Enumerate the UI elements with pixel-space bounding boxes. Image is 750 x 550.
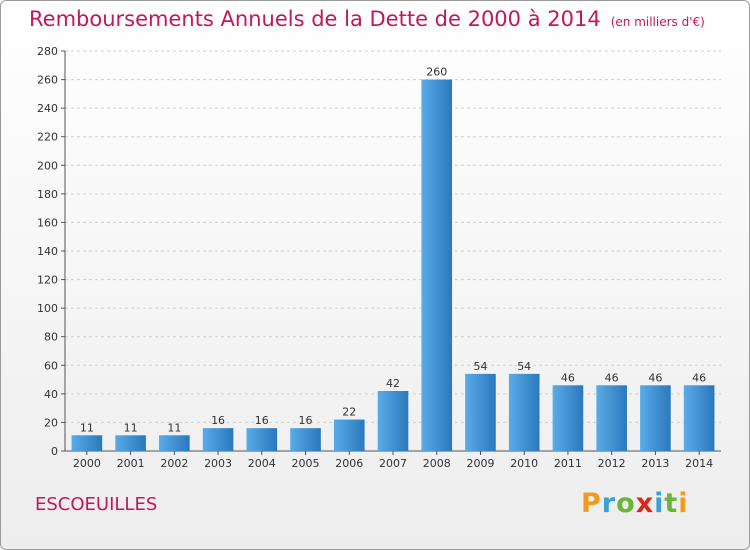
bar <box>683 385 715 451</box>
bar <box>640 385 671 451</box>
data-label: 54 <box>473 360 487 373</box>
data-label: 260 <box>426 66 447 79</box>
y-axis: 0 20 40 60 80 100 120 140 160 180 200 220 240 260 280 <box>37 45 66 458</box>
y-tick-label: 80 <box>44 331 58 344</box>
bar <box>552 385 584 451</box>
y-tick-label: 260 <box>37 74 58 87</box>
data-label: 16 <box>299 414 313 427</box>
logo-letter: r <box>601 488 617 519</box>
x-tick-label: 2009 <box>466 457 494 470</box>
bar <box>246 428 278 451</box>
bar <box>377 391 409 451</box>
bar <box>421 79 453 452</box>
y-tick-label: 200 <box>37 159 58 172</box>
y-tick-label: 140 <box>37 245 58 258</box>
x-tick-label: 2008 <box>423 457 451 470</box>
data-labels: 11 11 11 16 16 16 22 42 260 54 54 46 46 46 46 <box>80 66 706 435</box>
bars <box>71 79 715 452</box>
x-tick-label: 2010 <box>510 457 538 470</box>
bar <box>71 435 103 451</box>
logo-letter: i <box>654 488 665 519</box>
y-tick-label: 120 <box>37 274 58 287</box>
data-label: 42 <box>386 377 400 390</box>
logo-letter: x <box>635 488 655 519</box>
logo-letter: P <box>581 488 602 519</box>
x-tick-label: 2001 <box>117 457 145 470</box>
y-tick-label: 60 <box>44 359 58 372</box>
x-tick-label: 2000 <box>73 457 101 470</box>
x-tick-label: 2014 <box>685 457 713 470</box>
y-tick-label: 40 <box>44 388 58 401</box>
bar <box>596 385 627 451</box>
bar <box>115 435 146 451</box>
chart-subtitle: (en milliers d'€) <box>610 15 705 29</box>
proxiti-logo: Proxiti <box>581 488 689 519</box>
x-tick-label: 2011 <box>554 457 582 470</box>
data-label: 11 <box>167 421 181 434</box>
data-label: 16 <box>211 414 225 427</box>
y-tick-label: 280 <box>37 45 58 58</box>
y-tick-label: 20 <box>44 416 58 429</box>
bar <box>333 419 365 451</box>
data-label: 11 <box>124 421 138 434</box>
y-tick-label: 240 <box>37 102 58 115</box>
chart-title: Remboursements Annuels de la Dette de 20… <box>29 7 705 31</box>
x-tick-label: 2012 <box>598 457 626 470</box>
y-tick-label: 180 <box>37 188 58 201</box>
bar <box>202 428 234 451</box>
data-label: 11 <box>80 421 94 434</box>
y-tick-label: 160 <box>37 216 58 229</box>
data-label: 46 <box>605 371 619 384</box>
x-tick-label: 2004 <box>248 457 276 470</box>
x-tick-label: 2013 <box>641 457 669 470</box>
bar <box>508 373 540 451</box>
data-label: 54 <box>517 360 531 373</box>
bar <box>159 435 190 451</box>
y-tick-label: 220 <box>37 131 58 144</box>
commune-name: ESCOEUILLES <box>35 494 158 515</box>
data-label: 16 <box>255 414 269 427</box>
x-tick-label: 2006 <box>335 457 363 470</box>
y-tick-label: 100 <box>37 302 58 315</box>
y-tick-label: 0 <box>51 445 58 458</box>
data-label: 46 <box>692 371 706 384</box>
grid-lines <box>65 50 721 423</box>
logo-letter: i <box>678 488 689 519</box>
x-tick-label: 2005 <box>292 457 320 470</box>
bar <box>290 428 321 451</box>
title-text: Remboursements Annuels de la Dette de 20… <box>29 7 601 31</box>
x-axis: 2000 2001 2002 2003 2004 2005 2006 2007 2008 2009… <box>65 450 721 470</box>
x-tick-label: 2007 <box>379 457 407 470</box>
data-label: 22 <box>342 406 356 419</box>
data-label: 46 <box>648 371 662 384</box>
logo-letter: o <box>616 488 636 519</box>
x-tick-label: 2003 <box>204 457 232 470</box>
logo-letter: t <box>664 488 679 519</box>
bar <box>465 373 496 451</box>
data-label: 46 <box>561 371 575 384</box>
x-tick-label: 2002 <box>160 457 188 470</box>
